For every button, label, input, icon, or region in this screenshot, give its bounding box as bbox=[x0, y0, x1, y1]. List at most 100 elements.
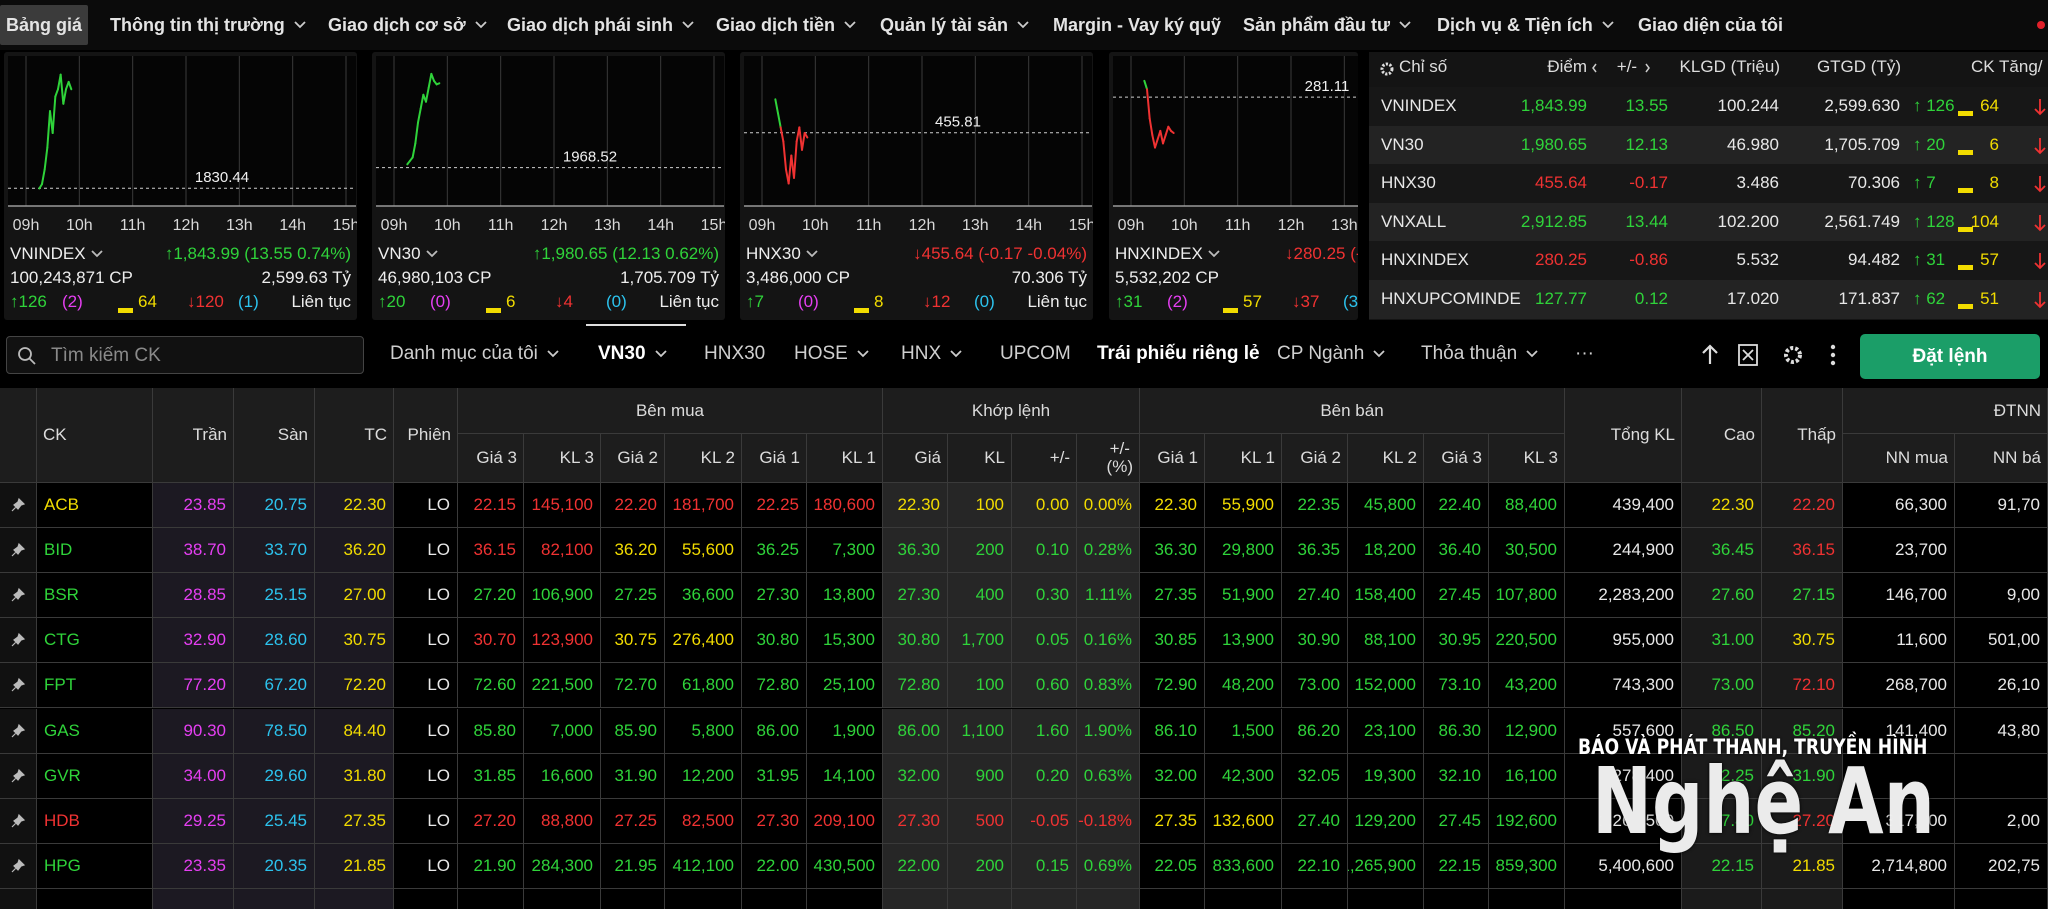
x-tick-label: 09h bbox=[749, 217, 776, 234]
board-cell-empty bbox=[315, 888, 394, 909]
price-line-segment bbox=[782, 140, 787, 171]
order-button[interactable]: Đặt lệnh bbox=[1860, 334, 2040, 379]
gear bbox=[1380, 62, 1394, 76]
pin-cell[interactable] bbox=[0, 483, 37, 529]
board-cell: 221,500 bbox=[524, 663, 601, 709]
nav-item[interactable]: Sản phẩm đầu tư bbox=[1243, 5, 1418, 45]
unchanged: 57 bbox=[1243, 292, 1262, 311]
tab[interactable]: Trái phiếu riêng lẻ bbox=[1097, 334, 1260, 374]
board-cell-empty bbox=[1489, 888, 1565, 909]
board-cell: 23.35 bbox=[153, 843, 234, 889]
notification-dot bbox=[2037, 21, 2045, 29]
x-tick-label: 13h bbox=[1331, 217, 1358, 234]
sub-header: KL 3 bbox=[1489, 434, 1565, 483]
board-cell-empty bbox=[153, 888, 234, 909]
nav-item[interactable]: Giao diện của tôi bbox=[1638, 5, 1783, 45]
tab[interactable]: HOSE bbox=[794, 334, 876, 374]
nav-item[interactable]: Quản lý tài sản bbox=[880, 5, 1036, 45]
board-cell-empty bbox=[1348, 888, 1424, 909]
pin-cell[interactable] bbox=[0, 753, 37, 799]
price-board: CK Trần Sàn TC Phiên Bên mua Giá 3 KL 3 Giá 2 KL … bbox=[0, 388, 2048, 909]
index-value: 1,705.709 Tỷ bbox=[620, 268, 719, 287]
lens bbox=[18, 347, 32, 361]
pin-icon bbox=[11, 543, 26, 557]
board-cell-empty bbox=[1077, 888, 1140, 909]
nav-item[interactable]: Dịch vụ & Tiện ích bbox=[1437, 5, 1621, 45]
index-chevron bbox=[1207, 249, 1225, 259]
nav-label: Giao dịch cơ sở bbox=[328, 14, 466, 35]
board-cell: 27.20 bbox=[1762, 798, 1843, 844]
nav-item[interactable]: Giao dịch phái sinh bbox=[507, 5, 701, 45]
board-cell: 1,260,500 bbox=[1565, 798, 1682, 844]
board-cell: 84.40 bbox=[315, 708, 394, 754]
tab[interactable]: VN30 bbox=[586, 324, 686, 374]
pin-cell[interactable] bbox=[0, 708, 37, 754]
index-cell: 102.200 bbox=[1717, 211, 1779, 231]
column-header: Sàn bbox=[234, 388, 315, 483]
price-line-segment bbox=[1162, 134, 1167, 145]
index-cell: 171.837 bbox=[1838, 289, 1900, 308]
search-box[interactable]: Tìm kiếm CK bbox=[6, 336, 364, 374]
board-cell: 33.70 bbox=[234, 528, 315, 574]
board-cell: 27.60 bbox=[1682, 573, 1762, 619]
index-panel: 09h 10h 11h 12h 13h 14h 15h 455.81 HNX30 ↓455.64 … bbox=[740, 52, 1093, 320]
floor-count: (1) bbox=[238, 292, 259, 311]
tab[interactable]: Danh mục của tôi bbox=[390, 334, 566, 374]
pin bbox=[11, 813, 26, 828]
tab[interactable]: CP Ngành bbox=[1277, 334, 1392, 374]
nav-item[interactable]: Thông tin thị trường bbox=[110, 5, 313, 45]
x-tick-label: 09h bbox=[1118, 217, 1145, 234]
pin-cell[interactable] bbox=[0, 798, 37, 844]
unchanged: 8 bbox=[874, 292, 884, 311]
sub-header: KL bbox=[948, 434, 1012, 483]
tab[interactable]: HNX bbox=[901, 334, 969, 374]
tab[interactable]: UPCOM bbox=[1000, 334, 1071, 374]
tab[interactable]: Thỏa thuận bbox=[1421, 334, 1545, 374]
board-cell: 28.85 bbox=[153, 573, 234, 619]
nav-item[interactable]: Margin - Vay ký quỹ bbox=[1053, 5, 1221, 45]
index-cell: 8 bbox=[1989, 173, 1999, 193]
board-cell-empty bbox=[1012, 888, 1077, 909]
nav-label: Quản lý tài sản bbox=[880, 14, 1009, 35]
price-line-segment bbox=[41, 168, 46, 186]
pin-cell[interactable] bbox=[0, 618, 37, 664]
board-cell bbox=[1955, 528, 2048, 574]
board-cell: 22.30 bbox=[315, 483, 394, 529]
index-cell: 17.020 bbox=[1727, 289, 1779, 308]
x-tick-label: 14h bbox=[647, 217, 674, 234]
index-cell: 51 bbox=[1980, 289, 1999, 308]
tab[interactable]: ··· bbox=[1575, 334, 1594, 374]
chevron bbox=[1208, 250, 1220, 258]
index-volume: 46,980,103 CP bbox=[378, 268, 492, 287]
index-cell: 2,912.85 bbox=[1520, 211, 1587, 231]
pin-cell[interactable] bbox=[0, 843, 37, 889]
board-cell: 145,100 bbox=[524, 483, 601, 529]
x-tick-label: 14h bbox=[279, 217, 306, 234]
board-cell bbox=[1843, 753, 1955, 799]
index-cell: -0.86 bbox=[1629, 250, 1668, 270]
gear-icon bbox=[1784, 346, 1802, 364]
board-cell: 32.25 bbox=[1682, 753, 1762, 799]
board-cell: 22.00 bbox=[883, 843, 948, 889]
tab-label: CP Ngành bbox=[1277, 343, 1365, 364]
pin-cell[interactable] bbox=[0, 573, 37, 619]
pin-cell[interactable] bbox=[0, 528, 37, 574]
nav-item[interactable]: Giao dịch cơ sở bbox=[328, 5, 494, 45]
board-cell: 88,800 bbox=[524, 798, 601, 844]
tab[interactable]: HNX30 bbox=[704, 334, 765, 374]
board-cell: 32.05 bbox=[1282, 753, 1348, 799]
index-cell: 1,843.99 bbox=[1520, 96, 1587, 115]
pin-cell[interactable] bbox=[0, 663, 37, 709]
index-table-header: GTGD (Tỷ) bbox=[1816, 57, 1901, 76]
index-cell: 2,599.630 bbox=[1824, 96, 1900, 115]
board-cell: 500 bbox=[948, 798, 1012, 844]
board-cell: 30,500 bbox=[1489, 528, 1565, 574]
nav-item[interactable]: Giao dịch tiền bbox=[716, 5, 863, 45]
index-cell: 13.44 bbox=[1625, 211, 1668, 231]
board-cell: 22.10 bbox=[1282, 843, 1348, 889]
board-cell: 244,900 bbox=[1565, 528, 1682, 574]
board-cell: 30.70 bbox=[458, 618, 524, 664]
board-cell: 0.15 bbox=[1012, 843, 1077, 889]
nav-chevron bbox=[291, 20, 313, 30]
nav-item[interactable]: Bảng giá bbox=[0, 5, 89, 45]
